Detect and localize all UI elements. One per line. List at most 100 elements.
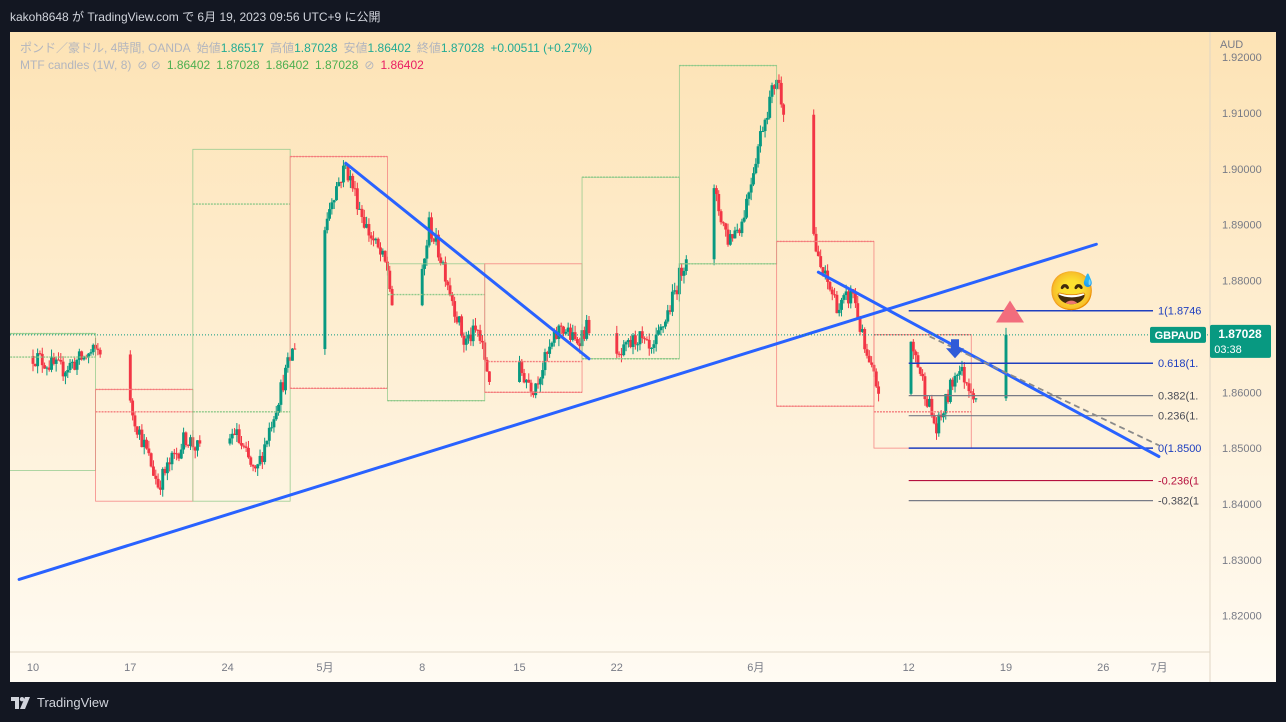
candle-body [909, 341, 913, 394]
candle-body [274, 412, 278, 420]
candle-body [666, 310, 670, 322]
price-tick-label: 1.85000 [1222, 443, 1262, 455]
candle-body [661, 326, 665, 328]
mtf-legend: MTF candles (1W, 8) ⊘ ⊘ 1.86402 1.87028 1.86… [20, 58, 430, 72]
candle-body [518, 360, 521, 382]
candle-body [154, 475, 158, 479]
candle-body [168, 462, 172, 465]
candle-body [147, 448, 151, 454]
plot-area[interactable]: 1(1.8746 0.618(1. 0.382(1. 0.236(1. 0(1.8500… [0, 64, 1201, 581]
high-value: 1.87028 [294, 41, 338, 55]
trendline-1[interactable] [17, 242, 1098, 581]
up-triangle-icon [996, 300, 1024, 323]
candle-body [379, 247, 382, 255]
time-tick-label: 8 [419, 662, 425, 674]
candle-body [388, 270, 392, 290]
candle-body [179, 449, 183, 459]
candle-body [768, 96, 772, 118]
candle-body [842, 295, 846, 300]
publisher-info: kakoh8648 が TradingView.com で 6月 19, 202… [10, 10, 381, 24]
candle-body [615, 333, 619, 354]
trendline-2[interactable] [344, 161, 591, 361]
price-tick-label: 1.86000 [1222, 387, 1262, 399]
tradingview-logo[interactable]: TradingView [11, 695, 109, 710]
candle-body [163, 468, 167, 474]
candle-body [624, 342, 628, 345]
candle-body [951, 379, 955, 387]
candle-body [469, 334, 473, 342]
candle-body [330, 202, 334, 210]
fib-level-label: 1(1.8746 [1158, 306, 1201, 318]
price-tick-label: 1.84000 [1222, 499, 1262, 511]
candle-body [131, 400, 135, 416]
time-tick-label: 10 [27, 662, 39, 674]
candle-body [830, 289, 834, 295]
candle-body [467, 334, 470, 339]
candle-body [328, 209, 331, 219]
current-price-label: 1.87028 [1218, 327, 1262, 341]
candle-body [277, 404, 281, 413]
candle-body [626, 339, 630, 343]
candle-body [782, 104, 786, 115]
fib-level-label: -0.236(1 [1158, 476, 1199, 488]
open-label: 始値 [196, 41, 221, 55]
candle-body [531, 391, 535, 396]
candle-body [128, 354, 132, 401]
price-box [1210, 324, 1271, 358]
candle-body [293, 348, 297, 350]
candle-body [455, 316, 459, 323]
candle-body [68, 362, 72, 370]
candle-body [279, 382, 283, 405]
candle-body [478, 330, 482, 341]
dashed-projection-line[interactable] [929, 335, 1160, 447]
candle-body [633, 335, 637, 345]
candle-body [149, 453, 153, 467]
candle-body [177, 453, 181, 459]
candle-body [779, 82, 783, 105]
time-tick-label: 24 [221, 662, 233, 674]
candle-body [441, 262, 445, 264]
candle-body [858, 318, 862, 332]
symbol-badge-label: GBPAUD [1155, 330, 1202, 342]
time-tick-label: 15 [513, 662, 525, 674]
candle-body [640, 331, 644, 339]
candle-body [156, 478, 160, 488]
candle-body [638, 331, 642, 345]
candle-body [529, 382, 533, 392]
mtf-visibility-icons[interactable]: ⊘ ⊘ [137, 58, 161, 72]
price-badge: GBPAUD 1.87028 03:38 [1150, 324, 1271, 358]
time-axis[interactable]: 10 17 24 5月 8 15 22 6月 12 19 26 7月 [10, 651, 1210, 674]
candle-body [664, 321, 667, 327]
candle-body [152, 466, 155, 476]
currency-label: AUD [1220, 39, 1243, 51]
candle-body [955, 374, 959, 376]
time-tick-label: 12 [903, 662, 915, 674]
candle-body [420, 268, 424, 306]
mtf-visibility-icon[interactable]: ⊘ [364, 58, 375, 72]
candle-body [712, 188, 716, 260]
candle-body [75, 359, 79, 370]
candle-body [932, 415, 936, 424]
candle-body [772, 85, 776, 89]
mtf-value-5: 1.86402 [380, 58, 424, 72]
candle-body [96, 348, 100, 350]
symbol-name: ポンド／豪ドル, 4時間, OANDA [20, 41, 191, 55]
candle-body [569, 327, 572, 340]
candle-body [619, 354, 623, 356]
candle-body [629, 339, 633, 347]
mtf-value-1: 1.86402 [166, 58, 211, 72]
candle-body [369, 235, 373, 239]
candle-body [765, 117, 769, 120]
candle-body [31, 355, 35, 364]
candle-body [172, 452, 176, 454]
change-value: +0.00511 (+0.27%) [490, 41, 593, 55]
mtf-value-2: 1.87028 [216, 58, 260, 72]
candle-body [545, 352, 549, 354]
candle-body [228, 438, 232, 444]
symbol-badge [1150, 326, 1206, 343]
candle-body [383, 250, 387, 262]
candle-body [323, 230, 327, 350]
candle-body [443, 262, 447, 282]
candle-body [38, 353, 42, 355]
